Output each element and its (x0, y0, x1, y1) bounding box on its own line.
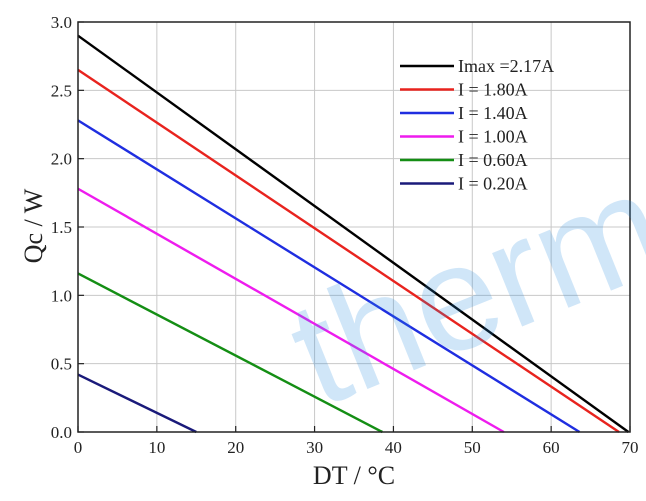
y-axis: 0.0 0.5 1.0 1.5 2.0 2.5 3.0 (51, 13, 84, 442)
legend-label: I = 0.60A (458, 150, 528, 170)
legend-label: I = 1.00A (458, 127, 528, 147)
x-tick-label: 60 (543, 438, 560, 457)
x-tick-label: 30 (306, 438, 323, 457)
x-tick-label: 70 (622, 438, 639, 457)
x-tick-label: 0 (74, 438, 83, 457)
legend-label: I = 1.80A (458, 80, 528, 100)
x-axis-title: DT / °C (313, 461, 395, 490)
x-tick-label: 20 (227, 438, 244, 457)
x-tick-label: 10 (148, 438, 165, 457)
legend: Imax =2.17A I = 1.80A I = 1.40A I = 1.00A I … (400, 56, 554, 194)
y-tick-label: 0.0 (51, 423, 72, 442)
y-tick-label: 1.5 (51, 218, 72, 237)
series-line-1 (77, 34, 630, 433)
x-tick-label: 40 (385, 438, 402, 457)
x-tick-label: 50 (464, 438, 481, 457)
grid (78, 22, 630, 432)
y-tick-label: 2.5 (51, 81, 72, 100)
series-layer (77, 34, 630, 434)
legend-label: I = 0.20A (458, 174, 528, 194)
y-tick-label: 2.0 (51, 150, 72, 169)
series-line-5 (77, 272, 383, 434)
series-line-2 (77, 68, 620, 433)
y-tick-label: 3.0 (51, 13, 72, 32)
legend-label: Imax =2.17A (458, 56, 554, 76)
y-tick-label: 1.0 (51, 286, 72, 305)
series-line-4 (77, 187, 505, 434)
legend-label: I = 1.40A (458, 103, 528, 123)
y-axis-title: Qc / W (19, 188, 48, 263)
series-line-3 (77, 119, 581, 434)
series-line-6 (77, 373, 197, 434)
y-tick-label: 0.5 (51, 355, 72, 374)
x-axis: 0 10 20 30 40 50 60 70 (74, 426, 639, 457)
